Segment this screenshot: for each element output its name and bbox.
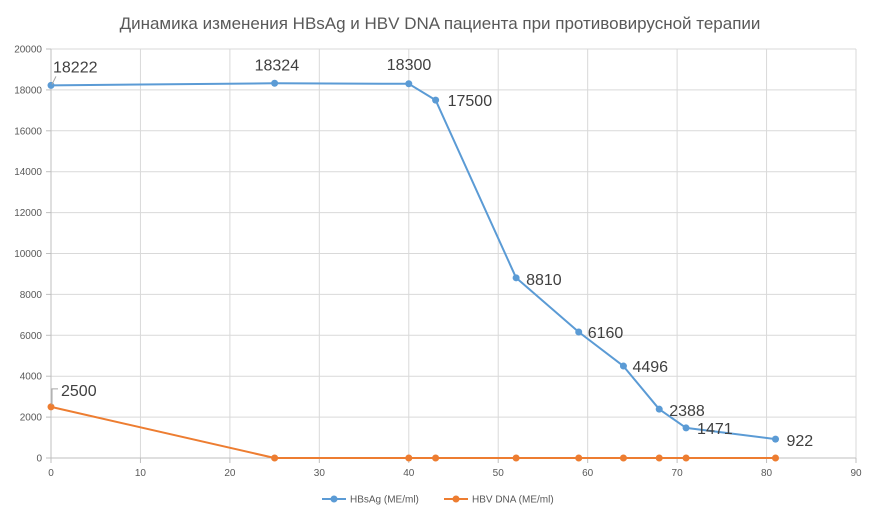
data-label-hbsag: 922 [787, 433, 814, 450]
data-label-hbsag: 4496 [632, 359, 668, 376]
data-label-hbsag: 18324 [255, 57, 300, 74]
series-2-point [619, 454, 627, 462]
series-1-point [512, 274, 520, 282]
data-label-hbv-dna: 2500 [61, 383, 97, 400]
legend-label: HBsAg (ME/ml) [350, 495, 419, 506]
data-label-hbsag: 6160 [588, 325, 624, 342]
series-1-point [405, 80, 413, 88]
x-tick-label: 30 [314, 468, 326, 479]
data-label-hbsag: 2388 [669, 403, 705, 420]
y-tick-label: 6000 [20, 331, 43, 342]
x-tick-label: 90 [850, 468, 862, 479]
data-label-hbsag: 8810 [526, 272, 562, 289]
y-tick-label: 12000 [14, 208, 42, 219]
data-labels: 18222 18324 18300 17500 8810 6160 4496 23881471… [51, 57, 814, 450]
series-2-point [682, 454, 690, 462]
series-2-point [405, 454, 413, 462]
label-leader-line [51, 388, 58, 405]
series-2-point [575, 454, 583, 462]
data-label-hbsag: 17500 [448, 93, 493, 110]
series-layer [47, 79, 779, 462]
axes: 0 2000 4000 6000 8000 10000 12000 14000 16000 180… [14, 45, 862, 480]
series-1-point [271, 79, 279, 87]
y-tick-label: 10000 [14, 249, 42, 260]
series-1-point [772, 435, 779, 443]
y-tick-label: 20000 [14, 45, 42, 56]
series-2-point [512, 454, 520, 462]
grid [51, 48, 857, 458]
y-tick-label: 8000 [20, 290, 43, 301]
label-leader-line [51, 76, 57, 85]
series-2-point [47, 403, 55, 411]
series-1-point [575, 328, 583, 336]
chart-title: Динамика изменения HBsAg и HBV DNA пацие… [120, 14, 761, 33]
legend-label: HBV DNA (ME/ml) [472, 495, 554, 506]
x-tick-label: 0 [48, 468, 54, 479]
x-tick-label: 10 [135, 468, 147, 479]
series-1-point [432, 96, 440, 104]
series-line-1 [50, 82, 776, 441]
series-2-point [271, 454, 279, 462]
series-1-point [682, 424, 690, 432]
series-line-2 [50, 405, 776, 459]
x-tick-label: 40 [403, 468, 415, 479]
data-label-hbsag: 18222 [53, 59, 98, 76]
legend-swatch-marker [330, 495, 338, 503]
series-1-point [619, 362, 627, 370]
series-2-point [772, 454, 779, 462]
y-tick-label: 0 [36, 454, 42, 465]
legend-swatch-marker [452, 495, 460, 503]
x-tick-label: 80 [761, 468, 773, 479]
data-label-hbsag: 18300 [387, 57, 432, 74]
series-2-point [432, 454, 440, 462]
y-tick-label: 14000 [14, 167, 42, 178]
x-tick-label: 20 [224, 468, 236, 479]
series-1-point [655, 405, 663, 413]
x-tick-label: 60 [582, 468, 594, 479]
y-tick-label: 18000 [14, 85, 42, 96]
legend: HBsAg (ME/ml) HBV DNA (ME/ml) [322, 495, 554, 506]
series-1-point [47, 81, 55, 89]
series-2-point [655, 454, 663, 462]
x-tick-label: 70 [672, 468, 684, 479]
y-tick-label: 16000 [14, 126, 42, 137]
y-tick-label: 2000 [20, 413, 43, 424]
x-tick-label: 50 [493, 468, 505, 479]
y-tick-label: 4000 [20, 372, 43, 383]
data-label-hbsag: 1471 [697, 421, 733, 438]
